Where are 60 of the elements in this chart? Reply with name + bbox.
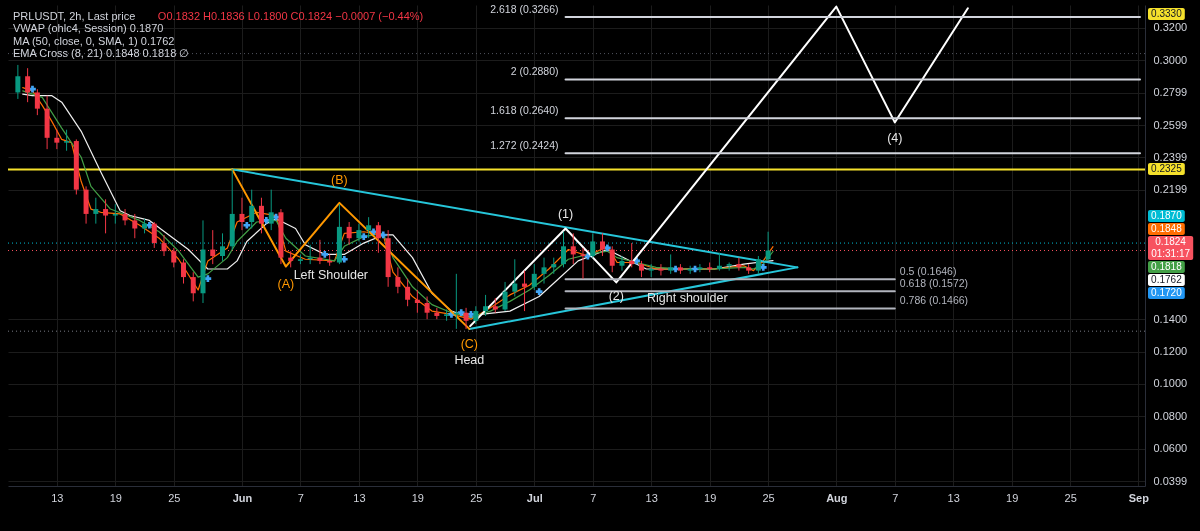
ref-line-label: 0.2325	[1151, 162, 1183, 174]
y-tick-label: 0.1000	[1153, 377, 1188, 390]
x-tick-label: 13	[645, 491, 658, 504]
x-tick-label: 7	[892, 491, 899, 504]
series-label: 0.786 (0.1466)	[899, 294, 969, 307]
y-tick-label: 0.3000	[1153, 53, 1188, 66]
annotation: (B)	[331, 172, 348, 187]
x-tick-label: Aug	[826, 491, 848, 504]
y-tick-label: 0.0399	[1153, 474, 1188, 487]
x-tick-label: Sep	[1128, 491, 1150, 504]
series-label: 0.5 (0.1646)	[899, 265, 957, 278]
annotation: Head	[454, 352, 485, 367]
series-label: 0.618 (0.1572)	[899, 277, 969, 290]
chart-subtitle: O0.1832 H0.1836 L0.1800 C0.1824 −0.0007 (−0.44%)	[157, 10, 424, 22]
annotation: EMA Cross (8, 21) 0.1848 0.1818 ∅	[13, 46, 190, 59]
x-tick-label: 7	[590, 491, 597, 504]
x-tick-label: 19	[704, 491, 717, 504]
ref-line-label: 0.1824 01:31:17	[1151, 236, 1191, 260]
text: 0.1818	[1151, 261, 1183, 273]
y-tick-label: 0.3200	[1153, 21, 1188, 34]
x-tick-label: 25	[1064, 491, 1077, 504]
x-tick-label: 13	[947, 491, 960, 504]
x-tick-label: 13	[353, 491, 366, 504]
chart-title: PRLUSDT, 2h, Last price	[13, 10, 136, 22]
x-tick-label: 19	[411, 491, 424, 504]
y-tick-label: 0.2399	[1153, 150, 1188, 163]
y-tick-label: 0.2199	[1153, 183, 1188, 196]
annotation: Left Shoulder	[293, 267, 368, 282]
annotation: (A)	[277, 276, 295, 291]
annotation: Right shoulder	[646, 291, 728, 306]
annotation: MA (50, close, 0, SMA, 1) 0.1762	[13, 34, 175, 47]
y-tick-label: 0.0600	[1153, 442, 1188, 455]
y-tick-label: 0.2799	[1153, 86, 1188, 99]
series-label: 1.272 (0.2424)	[490, 139, 559, 152]
text: 0.3330	[1151, 8, 1183, 19]
y-tick-label: 0.0800	[1153, 409, 1188, 422]
series-label: 2 (0.2880)	[510, 65, 559, 78]
ref-line-label: 0.1870	[1151, 210, 1183, 222]
text: 0.1762	[1151, 274, 1183, 286]
y-tick-label: 0.2599	[1153, 118, 1188, 131]
annotation: (2)	[608, 289, 624, 304]
text: 0.1720	[1151, 287, 1183, 299]
x-tick-label: 19	[109, 491, 122, 504]
annotation: (C)	[460, 336, 478, 351]
x-tick-label: 25	[762, 491, 775, 504]
x-tick-label: Jul	[526, 491, 543, 504]
text: 0.1848	[1151, 223, 1183, 235]
annotation: (4)	[887, 131, 903, 146]
y-tick-label: 0.1400	[1153, 312, 1188, 325]
series-label: 1.618 (0.2640)	[490, 104, 559, 117]
x-tick-label: 25	[168, 491, 181, 504]
series-label: 2.618 (0.3266)	[490, 2, 559, 15]
x-tick-label: 19	[1006, 491, 1019, 504]
annotation: VWAP (ohlc4, Session) 0.1870	[13, 22, 164, 35]
x-tick-label: 25	[470, 491, 483, 504]
x-tick-label: 13	[51, 491, 64, 504]
annotation: (1)	[557, 207, 574, 222]
x-tick-label: 7	[297, 491, 304, 504]
y-tick-label: 0.1200	[1153, 345, 1188, 358]
x-tick-label: Jun	[232, 491, 253, 504]
